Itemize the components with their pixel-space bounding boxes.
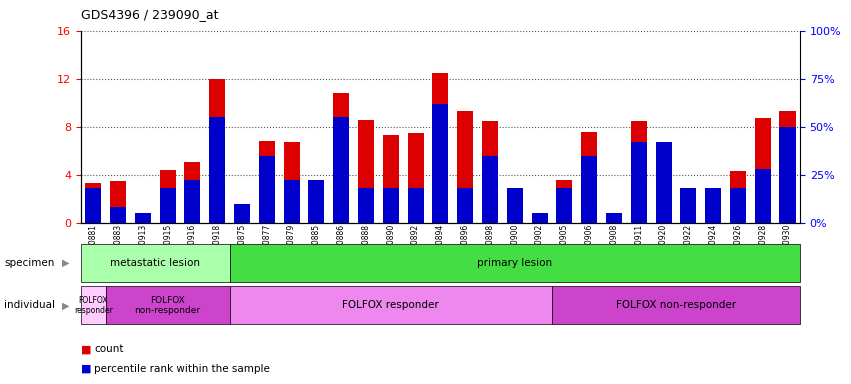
Bar — [308, 201, 324, 223]
Bar — [358, 119, 374, 223]
Bar — [655, 142, 671, 223]
Bar — [482, 156, 498, 223]
Text: specimen: specimen — [4, 258, 54, 268]
Text: GDS4396 / 239090_at: GDS4396 / 239090_at — [81, 8, 219, 21]
Bar — [780, 111, 796, 223]
Bar — [160, 170, 175, 223]
Bar — [581, 156, 597, 223]
Bar — [110, 207, 126, 223]
Bar — [730, 171, 746, 223]
Bar — [482, 121, 498, 223]
Bar — [432, 73, 448, 223]
Bar — [506, 188, 523, 223]
Bar — [408, 188, 424, 223]
Bar — [532, 220, 548, 223]
Bar — [234, 204, 250, 223]
Bar — [557, 188, 573, 223]
Bar — [755, 118, 771, 223]
Bar — [581, 131, 597, 223]
Bar — [755, 169, 771, 223]
Bar — [655, 146, 671, 223]
Text: FOLFOX responder: FOLFOX responder — [342, 300, 439, 310]
Text: ▶: ▶ — [62, 258, 70, 268]
Text: ■: ■ — [81, 364, 91, 374]
Bar — [705, 188, 721, 223]
Bar — [209, 117, 226, 223]
Bar — [383, 135, 399, 223]
Text: primary lesion: primary lesion — [477, 258, 552, 268]
Bar — [532, 213, 548, 223]
Bar — [606, 220, 622, 223]
Text: FOLFOX
responder: FOLFOX responder — [74, 296, 112, 315]
Text: ■: ■ — [81, 344, 91, 354]
Text: individual: individual — [4, 300, 55, 310]
Bar — [333, 117, 349, 223]
Bar — [705, 204, 721, 223]
Bar — [506, 201, 523, 223]
Bar — [358, 188, 374, 223]
Text: FOLFOX
non-responder: FOLFOX non-responder — [134, 296, 201, 315]
Bar — [333, 93, 349, 223]
Bar — [557, 180, 573, 223]
Bar — [185, 162, 201, 223]
Bar — [457, 111, 473, 223]
Bar — [631, 121, 647, 223]
Bar — [283, 180, 300, 223]
Bar — [457, 188, 473, 223]
Text: percentile rank within the sample: percentile rank within the sample — [94, 364, 271, 374]
Text: metastatic lesion: metastatic lesion — [111, 258, 200, 268]
Bar — [780, 127, 796, 223]
Bar — [160, 188, 175, 223]
Bar — [134, 213, 151, 223]
Bar — [383, 188, 399, 223]
Text: ▶: ▶ — [62, 300, 70, 310]
Bar — [234, 217, 250, 223]
Bar — [110, 181, 126, 223]
Bar — [432, 104, 448, 223]
Bar — [134, 220, 151, 223]
Bar — [631, 142, 647, 223]
Bar — [680, 188, 696, 223]
Bar — [730, 188, 746, 223]
Bar — [308, 180, 324, 223]
Bar — [680, 197, 696, 223]
Bar — [85, 188, 101, 223]
Bar — [209, 79, 226, 223]
Bar — [85, 183, 101, 223]
Bar — [408, 133, 424, 223]
Bar — [259, 156, 275, 223]
Text: FOLFOX non-responder: FOLFOX non-responder — [616, 300, 736, 310]
Text: count: count — [94, 344, 124, 354]
Bar — [259, 141, 275, 223]
Bar — [185, 180, 201, 223]
Bar — [606, 213, 622, 223]
Bar — [283, 142, 300, 223]
